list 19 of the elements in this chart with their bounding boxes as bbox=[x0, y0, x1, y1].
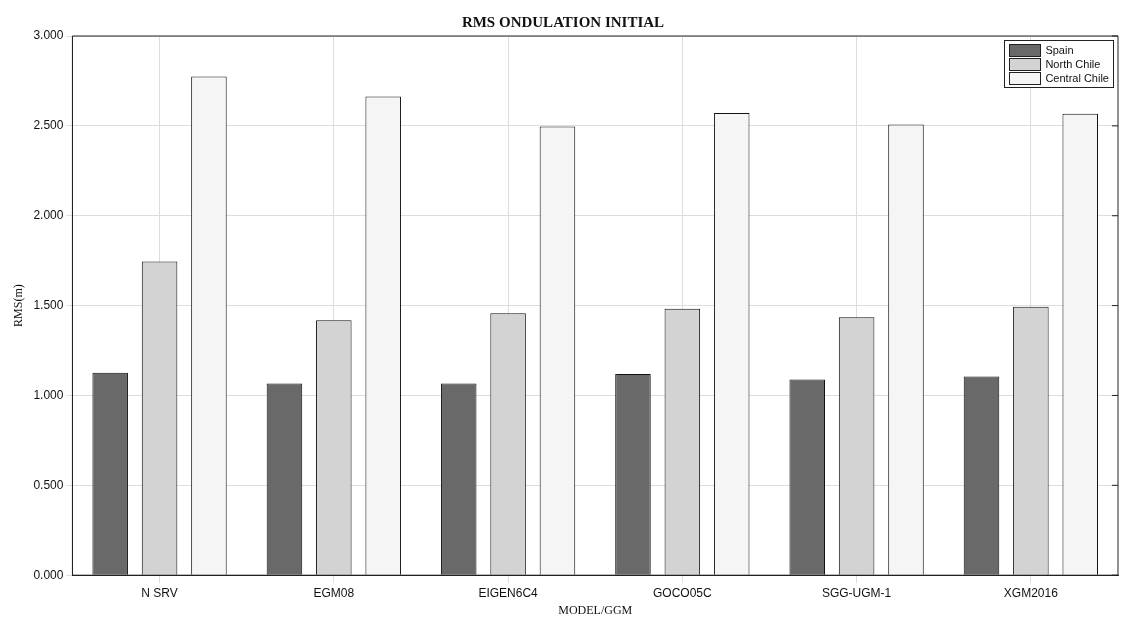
x-tick-label: SGG-UGM-1 bbox=[821, 585, 892, 600]
legend-label: Spain bbox=[1045, 43, 1074, 57]
y-tick-label: 1.000 bbox=[33, 387, 64, 402]
x-tick-label: EIGEN6C4 bbox=[478, 585, 539, 600]
x-tick-label: XGM2016 bbox=[1003, 585, 1059, 600]
chart-title: RMS ONDULATION INITIAL bbox=[461, 13, 665, 30]
x-axis-title: MODEL/GGM bbox=[558, 602, 633, 617]
x-tick-label: N SRV bbox=[141, 585, 178, 600]
y-tick-label: 2.000 bbox=[33, 208, 64, 223]
y-tick-label: 2.500 bbox=[33, 118, 64, 133]
y-tick-label: 0.500 bbox=[33, 477, 64, 492]
y-axis-title: RMS(m) bbox=[11, 284, 26, 327]
y-tick-label: 0.000 bbox=[33, 567, 64, 582]
y-tick-label: 1.500 bbox=[33, 297, 64, 312]
legend-label: Central Chile bbox=[1045, 71, 1109, 85]
y-tick-label: 3.000 bbox=[33, 28, 64, 43]
legend-label: North Chile bbox=[1045, 57, 1101, 71]
x-tick-label: EGM08 bbox=[313, 585, 355, 600]
x-tick-label: GOCO05C bbox=[653, 585, 713, 600]
